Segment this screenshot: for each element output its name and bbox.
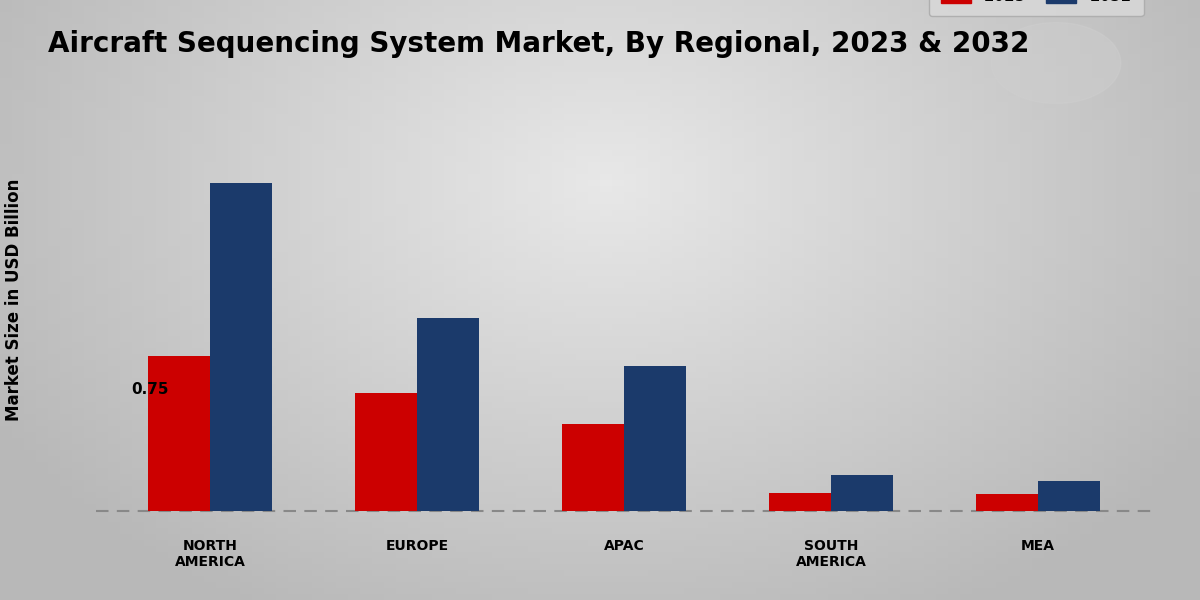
Bar [1038, 481, 1100, 511]
Text: Market Size in USD Billion: Market Size in USD Billion [5, 179, 24, 421]
Bar [976, 494, 1038, 511]
Text: 0.75: 0.75 [131, 382, 168, 397]
Legend: 2023, 2032: 2023, 2032 [929, 0, 1144, 16]
Circle shape [991, 22, 1121, 103]
Bar [416, 318, 479, 511]
Bar [832, 475, 893, 511]
Bar [769, 493, 832, 511]
Text: Aircraft Sequencing System Market, By Regional, 2023 & 2032: Aircraft Sequencing System Market, By Re… [48, 30, 1030, 58]
Bar [355, 393, 416, 511]
Bar [148, 356, 210, 511]
Bar [562, 424, 624, 511]
Bar [210, 183, 272, 511]
Bar [624, 366, 686, 511]
